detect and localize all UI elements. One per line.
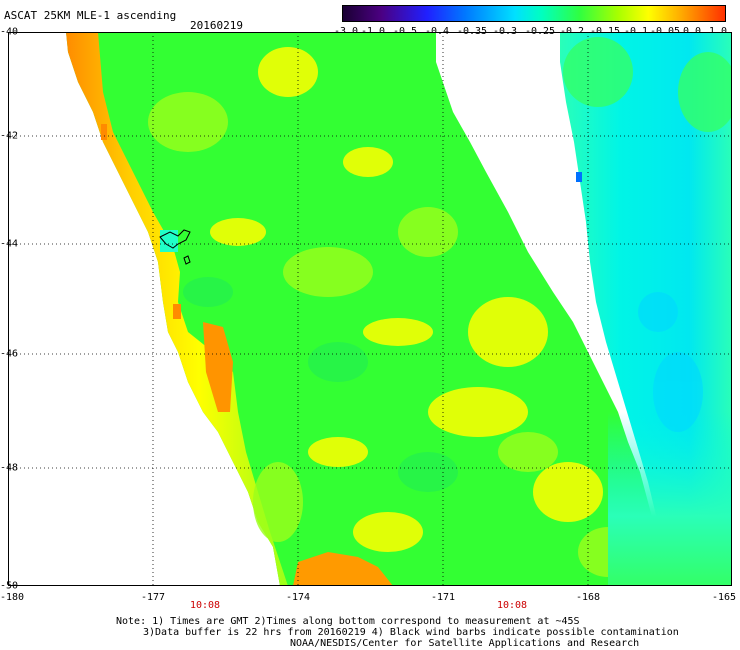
- scale-label: 0.0: [682, 26, 702, 37]
- lon-label: -171: [430, 592, 456, 603]
- green-patches: [183, 277, 458, 492]
- scale-label: -3.0: [333, 26, 359, 37]
- right-swath-green-top: [563, 37, 732, 132]
- lat-label: -40: [0, 26, 19, 38]
- lon-label: -174: [285, 592, 311, 603]
- color-scale-bar: [342, 5, 726, 22]
- scale-label: -0.15: [589, 26, 621, 37]
- coast-orange-dot-1: [101, 124, 107, 140]
- lat-label: -42: [0, 130, 19, 142]
- right-swath-blue-dot: [576, 172, 582, 182]
- scale-label: -0.5: [392, 26, 418, 37]
- product-date: 20160219: [190, 19, 243, 32]
- island-outline: [159, 229, 191, 265]
- lat-label: -46: [0, 348, 19, 360]
- right-swath-darker-cyan: [638, 292, 703, 432]
- time-label: 10:08: [496, 600, 528, 611]
- scale-label: -0.4: [424, 26, 450, 37]
- wind-field-map: [8, 32, 732, 586]
- note-line-3: NOAA/NESDIS/Center for Satellite Applica…: [290, 638, 640, 649]
- lat-label: -44: [0, 238, 19, 250]
- scale-label: -0.35: [456, 26, 488, 37]
- note-line-2: 3)Data buffer is 22 hrs from 20160219 4)…: [143, 627, 679, 638]
- left-swath: [66, 32, 670, 586]
- scale-label: 1.0: [708, 26, 728, 37]
- lon-label: -177: [140, 592, 166, 603]
- coast-cyan-patch: [160, 230, 178, 252]
- lon-label: -165: [711, 592, 737, 603]
- time-label: 10:08: [189, 600, 221, 611]
- scale-label: -0.2: [559, 26, 585, 37]
- bottom-orange-band: [293, 552, 393, 586]
- lat-label: -50: [0, 580, 19, 592]
- left-orange-streak: [203, 322, 233, 412]
- coast-orange-dot-2: [173, 304, 181, 319]
- grid-lines: [8, 32, 732, 586]
- scale-label: -1.0: [360, 26, 386, 37]
- lon-label: -180: [0, 592, 25, 603]
- note-line-1: Note: 1) Times are GMT 2)Times along bot…: [116, 616, 580, 627]
- scale-label: -0.05: [649, 26, 681, 37]
- right-swath: [560, 32, 732, 586]
- lon-label: -168: [575, 592, 601, 603]
- scale-label: -0.1: [623, 26, 649, 37]
- product-title: ASCAT 25KM MLE-1 ascending: [4, 9, 177, 22]
- right-swath-bottom-fade: [608, 412, 732, 586]
- lat-label: -48: [0, 462, 19, 474]
- scale-label: -0.25: [524, 26, 556, 37]
- scale-label: -0.3: [492, 26, 518, 37]
- yellow-patches: [210, 47, 603, 552]
